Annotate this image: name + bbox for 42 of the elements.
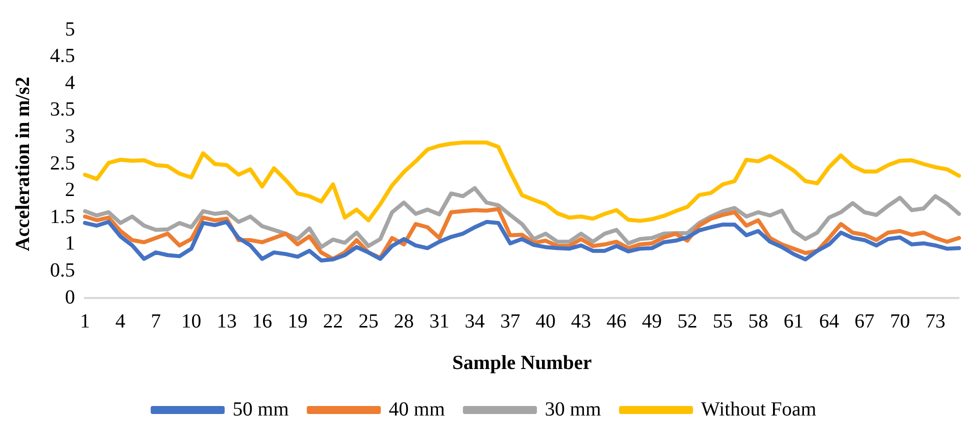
x-tick-label: 67 (854, 310, 875, 332)
x-tick-label: 13 (216, 310, 237, 332)
x-tick-label: 55 (712, 310, 733, 332)
x-tick-label: 58 (748, 310, 768, 332)
y-tick-label: 3.5 (50, 98, 75, 121)
x-tick-label: 28 (394, 310, 414, 332)
x-tick-label: 16 (252, 310, 272, 332)
y-axis-title: Acceleration in m/s2 (12, 76, 34, 252)
x-tick-label: 34 (464, 310, 485, 332)
legend-label: 40 mm (388, 398, 446, 420)
y-tick-label: 0 (65, 286, 75, 308)
x-tick-label: 73 (925, 310, 946, 332)
x-tick-label: 46 (606, 310, 626, 332)
x-tick-label: 70 (890, 310, 910, 332)
x-axis-title: Sample Number (452, 352, 592, 374)
x-tick-label: 1 (80, 310, 90, 332)
x-tick-label: 61 (784, 310, 804, 332)
x-tick-label: 49 (642, 310, 662, 332)
legend-label: Without Foam (701, 398, 817, 420)
y-tick-label: 1 (65, 232, 75, 255)
x-tick-label: 64 (819, 310, 840, 332)
x-tick-label: 19 (288, 310, 308, 332)
legend-label: 30 mm (544, 398, 602, 420)
y-tick-label: 1.5 (50, 206, 75, 228)
x-tick-label: 7 (150, 310, 161, 332)
x-tick-label: 43 (571, 310, 592, 332)
y-tick-label: 2 (65, 179, 75, 202)
y-tick-label: 4.5 (50, 45, 75, 68)
x-tick-label: 4 (115, 310, 126, 332)
x-tick-label: 52 (677, 310, 698, 332)
y-tick-label: 0.5 (50, 259, 75, 282)
x-tick-label: 40 (536, 310, 556, 332)
x-tick-label: 10 (181, 310, 202, 332)
x-tick-label: 25 (358, 310, 378, 332)
legend-label: 50 mm (232, 398, 290, 420)
y-tick-label: 5 (65, 18, 75, 40)
x-tick-label: 22 (323, 310, 344, 332)
y-tick-label: 2.5 (50, 152, 75, 174)
x-tick-label: 31 (429, 310, 450, 332)
y-tick-label: 4 (65, 72, 75, 94)
x-tick-label: 37 (500, 310, 520, 332)
y-tick-label: 3 (65, 125, 75, 148)
